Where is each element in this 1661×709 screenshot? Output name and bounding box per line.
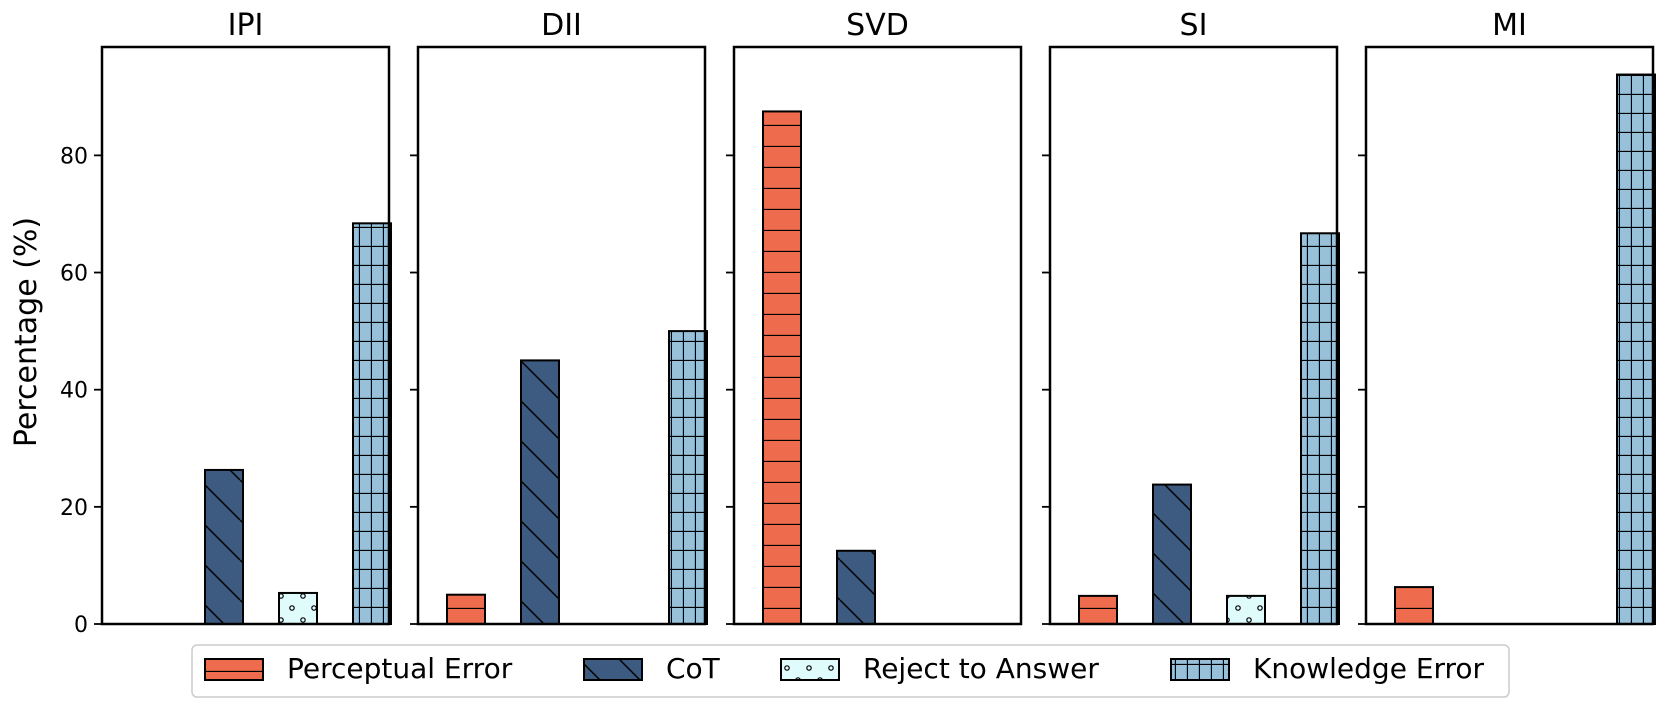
- bar-mi-knowledge-error-hatch: [1617, 74, 1655, 624]
- legend-item-reject-to-answer-swatch-hatch: [781, 659, 839, 680]
- legend-item-reject-to-answer: Reject to Answer: [780, 652, 1099, 685]
- bar-dii-perceptual-error-hatch: [447, 594, 485, 624]
- legend-item-perceptual-error-label: Perceptual Error: [287, 652, 513, 685]
- y-axis-label: Percentage (%): [9, 217, 44, 447]
- legend-item-knowledge-error-swatch-outline: [1170, 658, 1230, 681]
- panel-frame-ipi: [100, 45, 391, 626]
- legend-item-perceptual-error: Perceptual Error: [204, 652, 513, 685]
- bar-si-perceptual-error-hatch: [1079, 595, 1117, 624]
- legend-item-perceptual-error-swatch-outline: [204, 658, 264, 681]
- panel-frame-si: [1048, 45, 1339, 626]
- bar-mi-perceptual-error-hatch: [1395, 587, 1433, 624]
- y-tick-label-40: 40: [60, 379, 88, 404]
- bar-dii-cot-hatch: [521, 360, 559, 624]
- bar-si-cot-hatch: [1153, 484, 1191, 624]
- bar-svd-cot-hatch: [837, 550, 875, 624]
- bar-dii-knowledge-error-hatch: [669, 331, 707, 624]
- panel-mi: MI: [1358, 8, 1656, 626]
- legend-item-knowledge-error: Knowledge Error: [1170, 652, 1485, 685]
- y-tick-label-60: 60: [60, 262, 88, 287]
- bar-ipi-cot-hatch: [205, 469, 243, 624]
- y-tick-label-0: 0: [74, 613, 88, 638]
- panel-dii: DII: [410, 8, 708, 626]
- panel-frame-svd: [732, 45, 1023, 626]
- bar-si-knowledge-error-hatch: [1301, 233, 1339, 624]
- legend-item-cot: CoT: [583, 652, 721, 685]
- panel-frame-dii: [416, 45, 707, 626]
- y-tick-label-80: 80: [60, 144, 88, 169]
- legend-item-reject-to-answer-swatch-outline: [780, 658, 840, 681]
- panel-ipi: IPI 0 20 40 60 80: [60, 8, 392, 638]
- panel-si: SI: [1042, 8, 1340, 626]
- panel-frame-mi: [1364, 45, 1655, 626]
- legend: Perceptual Error CoT Reject to Answer Knowl…: [191, 644, 1510, 698]
- panel-title-ipi: IPI: [228, 8, 264, 43]
- panel-title-svd: SVD: [846, 8, 909, 43]
- legend-item-knowledge-error-swatch-hatch: [1171, 659, 1229, 680]
- bar-si-reject-to-answer-hatch: [1227, 595, 1265, 624]
- legend-item-cot-swatch-hatch: [584, 659, 642, 680]
- bar-ipi-reject-to-answer-hatch: [279, 592, 317, 624]
- legend-item-reject-to-answer-label: Reject to Answer: [863, 652, 1099, 685]
- panel-svd: SVD: [726, 8, 1023, 626]
- bar-svd-perceptual-error-hatch: [763, 111, 801, 625]
- legend-item-perceptual-error-swatch-hatch: [205, 659, 263, 680]
- legend-item-cot-label: CoT: [666, 652, 721, 685]
- y-tick-label-20: 20: [60, 496, 88, 521]
- legend-item-knowledge-error-label: Knowledge Error: [1253, 652, 1485, 685]
- bar-ipi-knowledge-error-hatch: [353, 223, 391, 624]
- panel-title-si: SI: [1180, 8, 1208, 43]
- panel-title-mi: MI: [1492, 8, 1527, 43]
- chart-panels: IPI 0 20 40 60 80 DII SVD SI MI: [60, 8, 1656, 638]
- panel-title-dii: DII: [541, 8, 582, 43]
- legend-item-cot-swatch-outline: [583, 658, 643, 681]
